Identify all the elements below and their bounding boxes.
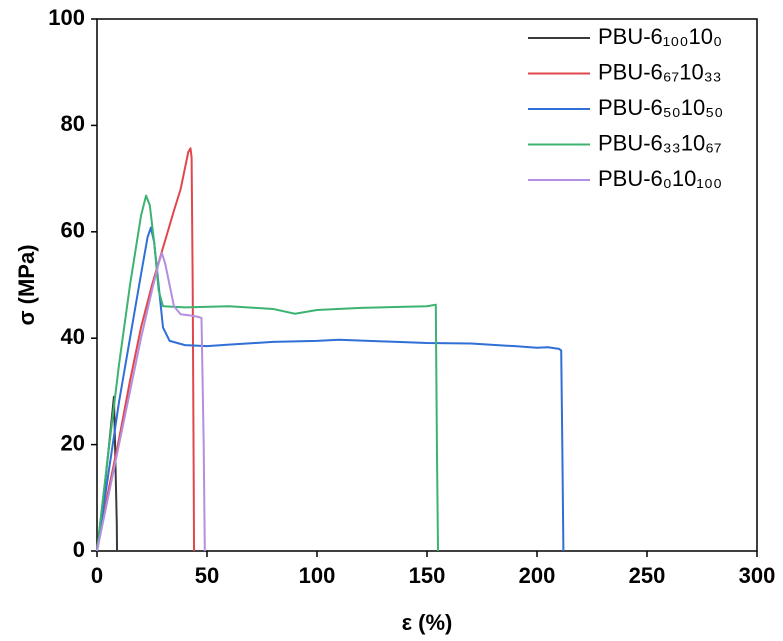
x-tick-label: 250 (629, 563, 666, 588)
y-axis-label: σ (MPa) (14, 244, 39, 325)
x-axis-label: ε (%) (402, 610, 453, 635)
legend-label: PBU-6₀10₁₀₀ (598, 166, 722, 191)
y-tick-label: 0 (73, 537, 85, 562)
x-tick-label: 0 (91, 563, 103, 588)
legend-label: PBU-6₃₃10₆₇ (598, 130, 722, 155)
y-tick-label: 60 (61, 218, 85, 243)
y-tick-label: 80 (61, 111, 85, 136)
legend-label: PBU-6₅₀10₅₀ (598, 95, 723, 120)
series-line (96, 252, 206, 552)
series-line (96, 194, 439, 552)
y-tick-label: 40 (61, 324, 85, 349)
x-tick-label: 50 (195, 563, 219, 588)
x-tick-label: 150 (409, 563, 446, 588)
x-tick-label: 100 (299, 563, 336, 588)
legend-label: PBU-6₆₇10₃₃ (598, 59, 722, 84)
series-line (96, 226, 565, 552)
x-tick-label: 300 (739, 563, 776, 588)
y-tick-label: 100 (48, 5, 85, 30)
series-line (96, 147, 196, 552)
legend-label: PBU-6₁₀₀10₀ (598, 24, 722, 49)
y-tick-label: 20 (61, 430, 85, 455)
x-tick-label: 200 (519, 563, 556, 588)
